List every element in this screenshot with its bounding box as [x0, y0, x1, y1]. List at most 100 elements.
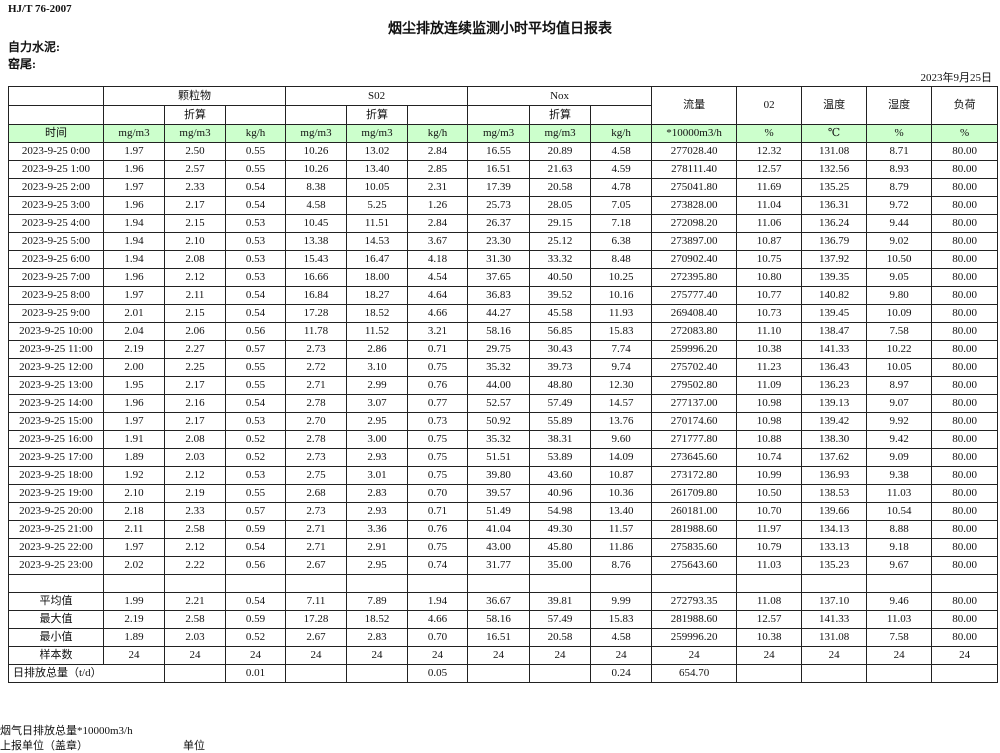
value-cell: 10.70 [736, 502, 803, 521]
value-cell: 2.73 [285, 502, 348, 521]
value-cell: 0.75 [407, 448, 469, 467]
value-cell: 80.00 [931, 556, 999, 575]
value-cell: 2.78 [285, 394, 348, 413]
value-cell: 29.75 [467, 340, 531, 359]
value-cell: 80.00 [931, 214, 999, 233]
value-cell: 23.30 [467, 232, 531, 251]
value-cell: 1.95 [103, 376, 165, 395]
stat-value: 17.28 [285, 610, 348, 629]
value-cell: 10.50 [736, 484, 803, 503]
value-cell: 2.02 [103, 556, 165, 575]
stat-value: 24 [801, 646, 868, 665]
value-cell: 273172.80 [651, 466, 738, 485]
value-cell: 2.84 [407, 142, 469, 161]
value-cell: 18.27 [346, 286, 409, 305]
value-cell: 2.16 [164, 394, 226, 413]
daily-total-value [285, 664, 348, 683]
value-cell: 132.56 [801, 160, 868, 179]
unit-header: mg/m3 [467, 124, 531, 143]
value-cell: 0.54 [224, 394, 287, 413]
value-cell: 0.54 [224, 178, 287, 197]
value-cell: 2.12 [164, 466, 226, 485]
value-cell: 3.01 [346, 466, 409, 485]
value-cell: 30.43 [529, 340, 592, 359]
value-cell: 11.03 [866, 484, 933, 503]
value-cell: 10.77 [736, 286, 803, 305]
value-cell: 9.42 [866, 430, 933, 449]
value-cell: 9.18 [866, 538, 933, 557]
value-cell: 14.09 [590, 448, 653, 467]
value-cell: 25.73 [467, 196, 531, 215]
value-cell: 2.06 [164, 322, 226, 341]
value-cell: 49.30 [529, 520, 592, 539]
value-cell: 80.00 [931, 376, 999, 395]
unit-header: mg/m3 [346, 124, 409, 143]
value-cell: 2.11 [164, 286, 226, 305]
value-cell: 2.12 [164, 268, 226, 287]
value-cell: 0.74 [407, 556, 469, 575]
value-cell: 58.16 [467, 322, 531, 341]
value-cell: 13.02 [346, 142, 409, 161]
value-cell: 10.73 [736, 304, 803, 323]
value-cell: 275041.80 [651, 178, 738, 197]
reporting-unit-label: 上报单位（盖章） [0, 740, 88, 752]
value-cell: 28.05 [529, 196, 592, 215]
value-cell: 1.97 [103, 142, 165, 161]
value-cell: 133.13 [801, 538, 868, 557]
value-cell: 137.62 [801, 448, 868, 467]
stat-value: 24 [346, 646, 409, 665]
value-cell: 43.60 [529, 466, 592, 485]
value-cell: 11.23 [736, 358, 803, 377]
blank-cell [651, 574, 738, 593]
unit-header: % [866, 124, 933, 143]
value-cell: 18.52 [346, 304, 409, 323]
table-row: 2023-9-25 12:00 2.00 2.25 0.55 2.72 3.10 0.75 3… [8, 358, 999, 377]
stats-row: 最小值 1.89 2.03 0.52 2.67 2.83 0.70 16.51 20.58 4.5… [8, 628, 999, 647]
value-cell: 273645.60 [651, 448, 738, 467]
value-cell: 0.73 [407, 412, 469, 431]
value-cell: 80.00 [931, 268, 999, 287]
stat-value: 281988.60 [651, 610, 738, 629]
value-cell: 0.55 [224, 160, 287, 179]
value-cell: 270902.40 [651, 250, 738, 269]
value-cell: 2.25 [164, 358, 226, 377]
value-cell: 3.07 [346, 394, 409, 413]
value-cell: 0.54 [224, 286, 287, 305]
value-cell: 16.84 [285, 286, 348, 305]
stat-value: 2.19 [103, 610, 165, 629]
value-cell: 7.74 [590, 340, 653, 359]
value-cell: 136.24 [801, 214, 868, 233]
value-cell: 2.15 [164, 304, 226, 323]
blank-cell [346, 574, 409, 593]
stat-value: 7.58 [866, 628, 933, 647]
value-cell: 131.08 [801, 142, 868, 161]
stat-value: 80.00 [931, 628, 999, 647]
value-cell: 38.31 [529, 430, 592, 449]
blank-cell [407, 574, 469, 593]
value-cell: 4.64 [407, 286, 469, 305]
stats-row: 样本数 24 24 24 24 24 24 24 24 24 24 24 24 24 24 [8, 646, 999, 665]
unit-header: mg/m3 [164, 124, 226, 143]
daily-total-value [931, 664, 999, 683]
kiln-label: 窑尾: [8, 57, 36, 71]
value-cell: 8.48 [590, 250, 653, 269]
time-cell: 2023-9-25 12:00 [8, 358, 104, 377]
value-cell: 281988.60 [651, 520, 738, 539]
value-cell: 10.22 [866, 340, 933, 359]
value-cell: 10.54 [866, 502, 933, 521]
value-cell: 2.04 [103, 322, 165, 341]
value-cell: 36.83 [467, 286, 531, 305]
unit-header: *10000m3/h [651, 124, 738, 143]
value-cell: 139.42 [801, 412, 868, 431]
value-cell: 2.83 [346, 484, 409, 503]
value-cell: 11.78 [285, 322, 348, 341]
value-cell: 15.83 [590, 322, 653, 341]
header-load: 负荷 [931, 86, 999, 125]
value-cell: 273828.00 [651, 196, 738, 215]
value-cell: 15.43 [285, 250, 348, 269]
time-cell: 2023-9-25 7:00 [8, 268, 104, 287]
value-cell: 2.93 [346, 502, 409, 521]
value-cell: 2.11 [103, 520, 165, 539]
value-cell: 10.80 [736, 268, 803, 287]
value-cell: 14.57 [590, 394, 653, 413]
